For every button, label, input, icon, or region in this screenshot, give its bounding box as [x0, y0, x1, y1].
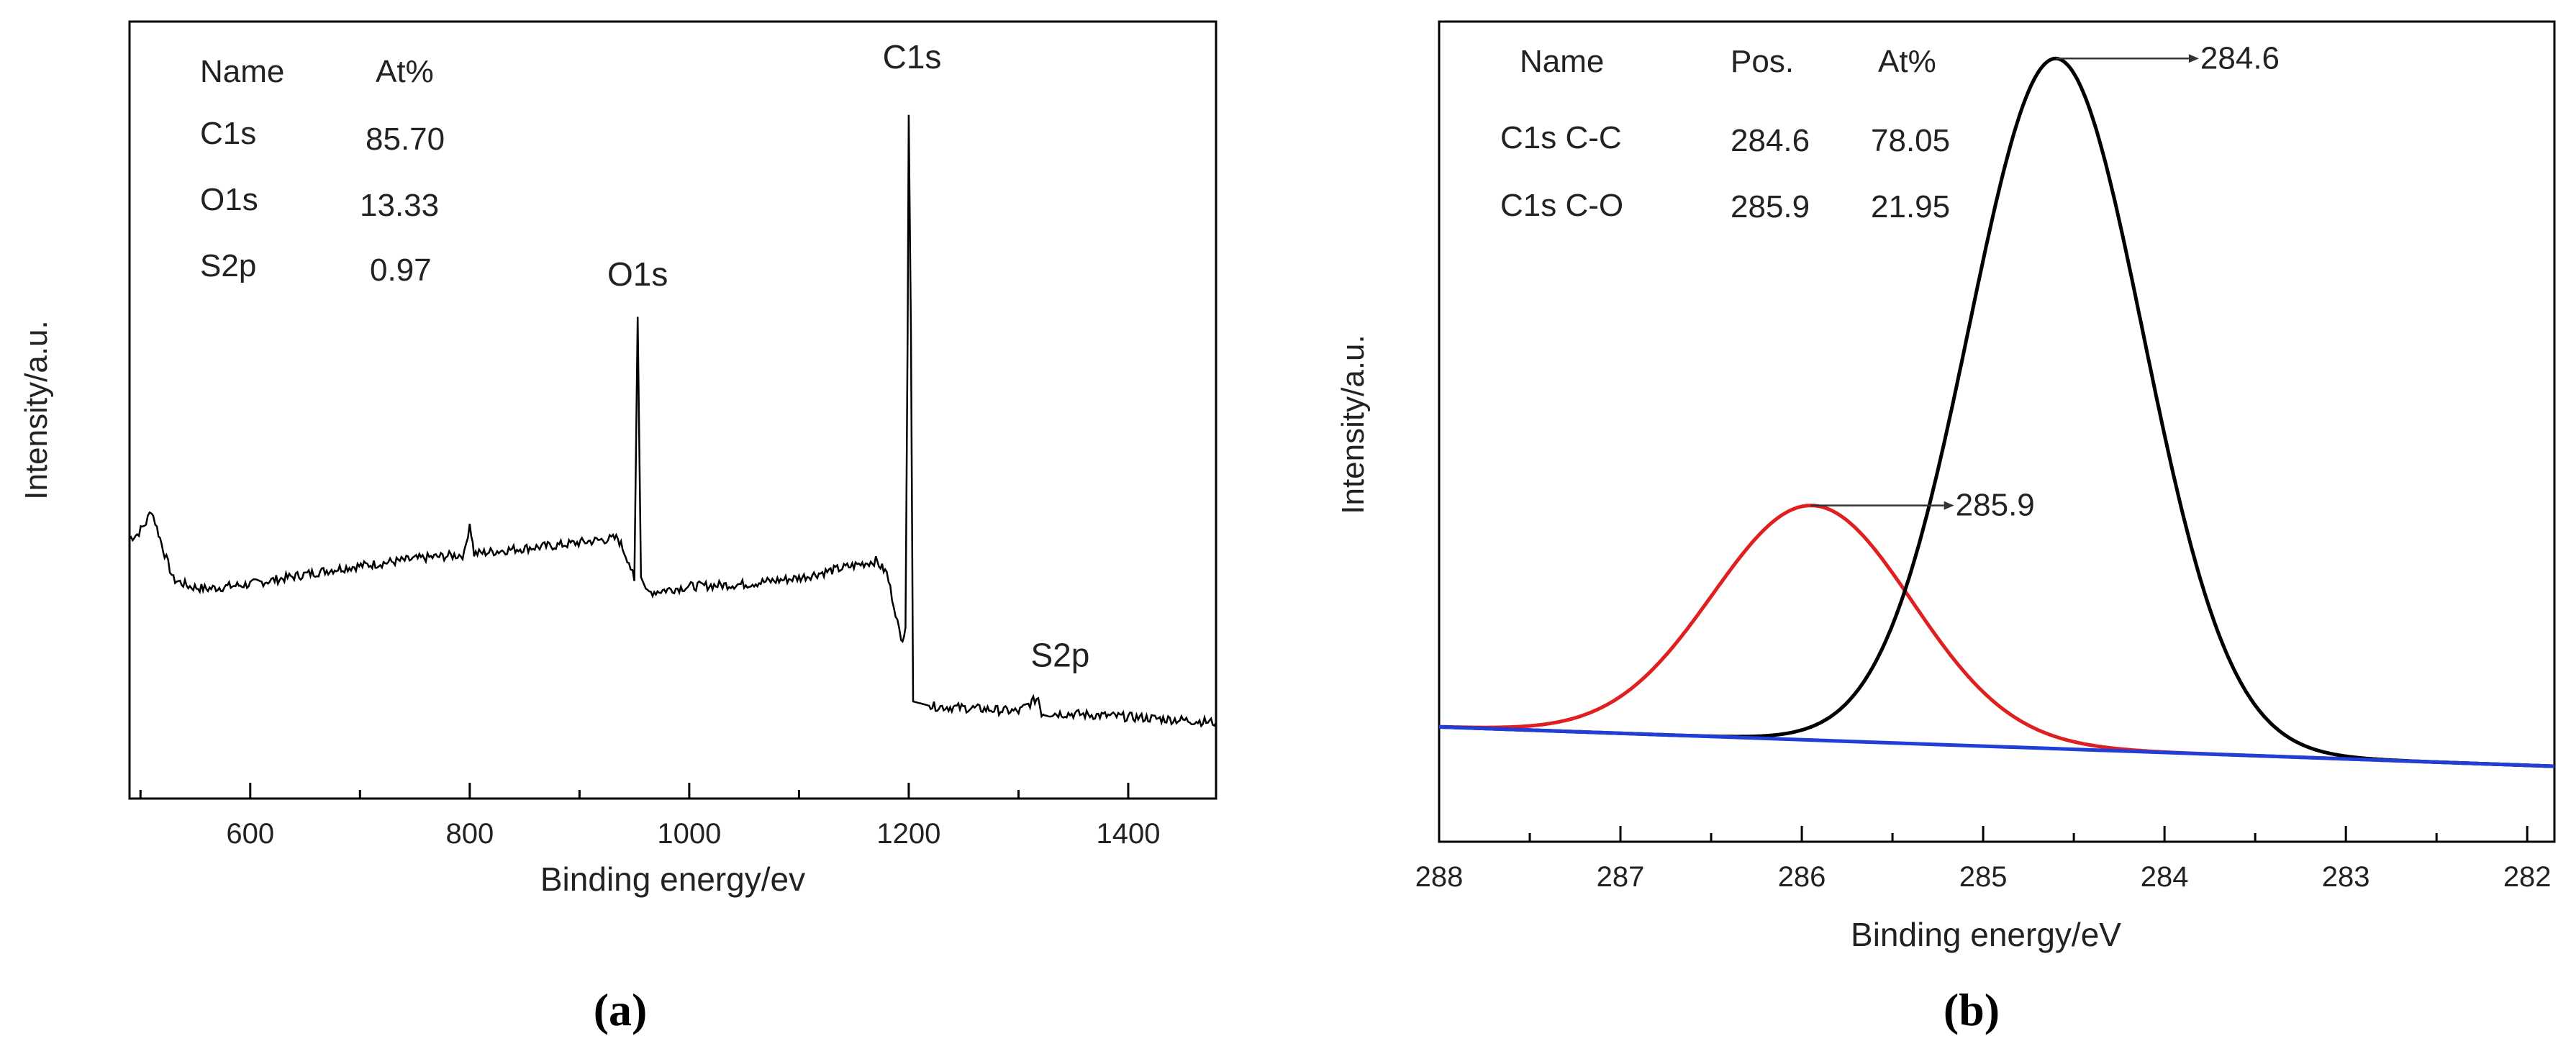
table-header-name: Name — [1520, 44, 1604, 79]
x-tick-label: 1200 — [876, 818, 940, 850]
x-tick-label: 1400 — [1096, 818, 1160, 850]
panel-a-series — [129, 114, 1217, 728]
panel-b-caption: (b) — [1944, 984, 2000, 1035]
table-cell: O1s — [200, 182, 258, 217]
panel-b-annotations: 284.6 285.9 — [1810, 40, 2280, 523]
table-cell: 285.9 — [1731, 189, 1810, 224]
panel-a: 600 800 1000 1200 1400 O1s C1s S2p Name At% C1… — [19, 20, 1217, 1035]
x-tick-label: 1000 — [657, 818, 721, 850]
panel-b-x-axis-label: Binding energy/eV — [1851, 916, 2121, 953]
arrow-head — [1944, 501, 1954, 510]
table-header-name: Name — [200, 54, 284, 89]
table-cell: 21.95 — [1871, 189, 1950, 224]
panel-a-x-axis-label: Binding energy/ev — [540, 860, 805, 898]
table-cell: C1s — [200, 116, 256, 151]
panel-a-peak-labels: O1s C1s S2p — [607, 38, 1089, 674]
table-cell: C1s C-O — [1500, 188, 1623, 223]
survey-spectrum-line — [129, 114, 1217, 728]
table-cell: 13.33 — [360, 188, 439, 223]
background-line — [1438, 724, 2555, 768]
peak-label: C1s — [883, 38, 942, 76]
table-header-pos: Pos. — [1731, 44, 1794, 79]
x-tick-label: 282 — [2503, 861, 2552, 893]
panel-a-caption: (a) — [594, 984, 648, 1035]
panel-b: 288 287 286 285 284 283 282 284.6 285.9 Name Po… — [1335, 20, 2556, 1035]
fit-curve — [1438, 56, 2555, 768]
table-cell: 0.97 — [370, 253, 432, 288]
panel-a-frame — [128, 20, 1217, 800]
x-tick-label: 287 — [1597, 861, 1645, 893]
table-cell: 85.70 — [366, 122, 445, 157]
panel-a-x-ticks: 600 800 1000 1200 1400 — [139, 783, 1160, 850]
x-tick-label: 283 — [2322, 861, 2370, 893]
panel-a-y-axis-label: Intensity/a.u. — [19, 320, 54, 499]
x-tick-label: 284 — [2141, 861, 2189, 893]
panel-b-frame — [1438, 20, 2556, 843]
peak-label: O1s — [607, 255, 668, 293]
panel-a-composition-table: Name At% C1s 85.70 O1s 13.33 S2p 0.97 — [200, 54, 445, 288]
table-cell: 78.05 — [1871, 123, 1950, 158]
peak-annotation-label: 284.6 — [2200, 40, 2280, 76]
table-cell: 284.6 — [1731, 123, 1810, 158]
peak-label: S2p — [1030, 636, 1089, 673]
peak-annotation-label: 285.9 — [1956, 488, 2035, 523]
panel-b-x-ticks: 288 287 286 285 284 283 282 — [1415, 826, 2552, 893]
panel-b-fit-table: Name Pos. At% C1s C-C 284.6 78.05 C1s C-… — [1500, 44, 1950, 224]
panel-b-y-axis-label: Intensity/a.u. — [1335, 335, 1371, 514]
x-tick-label: 600 — [226, 818, 274, 850]
table-cell: S2p — [200, 248, 256, 283]
arrow-head — [2188, 54, 2199, 63]
panel-b-series — [1438, 56, 2555, 768]
table-header-at: At% — [1878, 44, 1936, 79]
x-tick-label: 800 — [445, 818, 494, 850]
x-tick-label: 286 — [1778, 861, 1826, 893]
table-cell: C1s C-C — [1500, 120, 1622, 155]
fit-curve — [1438, 504, 2555, 768]
x-tick-label: 288 — [1415, 861, 1464, 893]
x-tick-label: 285 — [1959, 861, 2008, 893]
table-header-at: At% — [376, 54, 434, 89]
